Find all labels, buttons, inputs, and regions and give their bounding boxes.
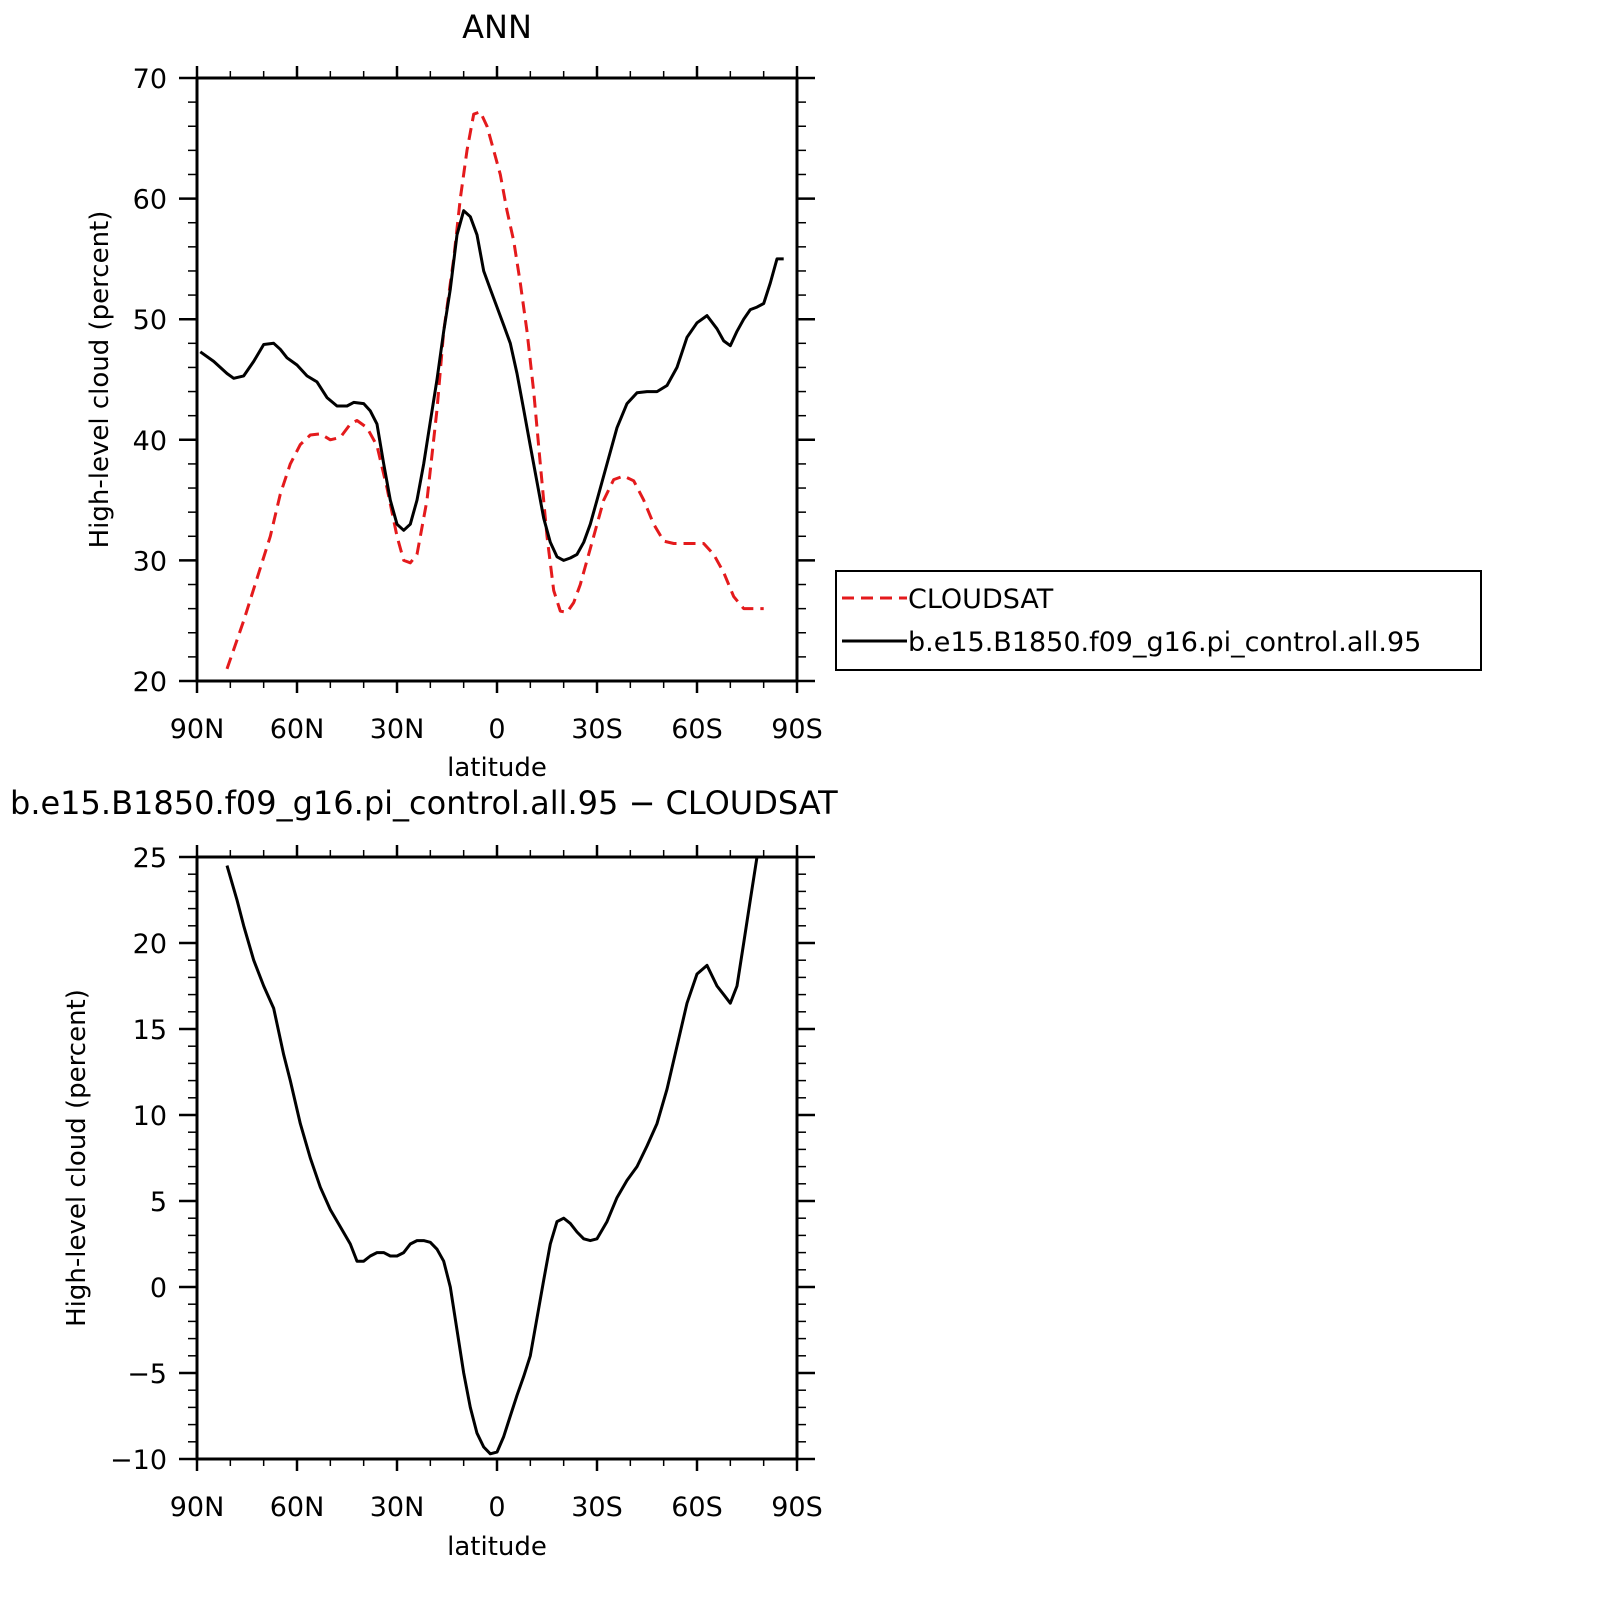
x-tick-label: 0 [488, 1492, 505, 1523]
y-tick-label: 10 [133, 1101, 167, 1132]
y-tick-label: −5 [127, 1359, 167, 1390]
top-chart-plot-frame [195, 76, 799, 683]
x-tick-label: 90S [771, 1492, 823, 1523]
y-tick-label: 70 [133, 64, 167, 95]
top-chart-ticks [179, 66, 815, 693]
y-tick-label: 50 [133, 305, 167, 336]
bottom-chart-tick-labels: 90N 60N 30N 0 30S 60S 90S −10 −5 0 5 10 15 20 25 [110, 843, 823, 1523]
y-tick-label: 25 [133, 843, 167, 874]
x-tick-label: 90N [170, 714, 225, 745]
top-chart-panel: ANN 90N 60N 30N 0 30S 60S 90S 20 30 40 50 60 70 lati… [85, 8, 1482, 783]
y-tick-label: 20 [133, 667, 167, 698]
x-tick-label: 90S [771, 714, 823, 745]
bottom-chart-panel: b.e15.B1850.f09_g16.pi_control.all.95 − … [10, 784, 838, 1562]
x-tick-label: 30S [571, 714, 623, 745]
y-tick-label: 0 [150, 1273, 167, 1304]
top-chart-x-axis-label: latitude [447, 753, 547, 783]
y-tick-label: −10 [110, 1445, 167, 1476]
y-tick-label: 40 [133, 426, 167, 457]
y-tick-label: 30 [133, 546, 167, 577]
legend-box [835, 570, 1482, 671]
x-tick-label: 90N [170, 1492, 225, 1523]
y-tick-label: 60 [133, 185, 167, 216]
top-chart-tick-labels: 90N 60N 30N 0 30S 60S 90S 20 30 40 50 60 70 [133, 64, 823, 745]
y-tick-label: 5 [150, 1187, 167, 1218]
bottom-chart-x-axis-label: latitude [447, 1532, 547, 1562]
bottom-chart-series [225, 857, 764, 1456]
series-line-difference [225, 857, 764, 1456]
x-tick-label: 60S [671, 714, 723, 745]
x-tick-label: 30N [370, 1492, 425, 1523]
x-tick-label: 60N [270, 1492, 325, 1523]
top-chart-y-axis-label: High-level cloud (percent) [85, 211, 115, 549]
bottom-chart-plot-frame [195, 855, 799, 1461]
series-line-b-e15-b1850-f09-g16-pi-control-all-95 [199, 209, 784, 562]
y-tick-label: 20 [133, 929, 167, 960]
y-tick-label: 15 [133, 1015, 167, 1046]
top-chart-title: ANN [462, 8, 532, 46]
x-tick-label: 30N [370, 714, 425, 745]
bottom-chart-y-axis-label: High-level cloud (percent) [62, 989, 92, 1327]
bottom-chart-title: b.e15.B1850.f09_g16.pi_control.all.95 − … [10, 784, 838, 822]
x-tick-label: 60N [270, 714, 325, 745]
legend-label-cloudsat: CLOUDSAT [908, 584, 1054, 615]
bottom-chart-ticks [179, 845, 815, 1471]
x-tick-label: 60S [671, 1492, 723, 1523]
top-chart-series [199, 110, 784, 670]
x-tick-label: 30S [571, 1492, 623, 1523]
legend: CLOUDSAT b.e15.B1850.f09_g16.pi_control.… [835, 570, 1482, 671]
x-tick-label: 0 [488, 714, 505, 745]
series-line-cloudsat [225, 110, 764, 670]
legend-label-model: b.e15.B1850.f09_g16.pi_control.all.95 [908, 627, 1421, 658]
